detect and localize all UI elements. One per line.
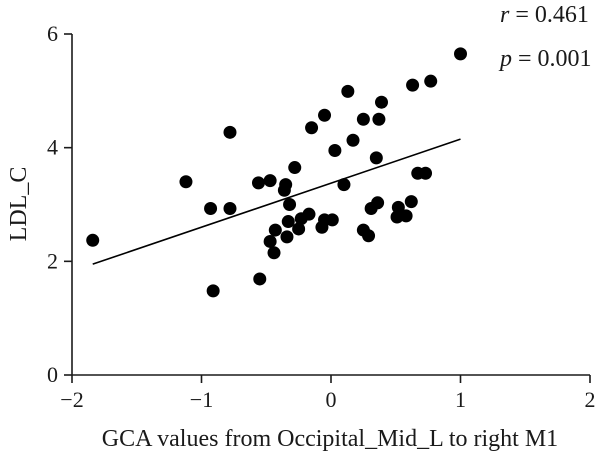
data-point [251, 176, 265, 190]
x-tick-label: −1 [190, 387, 213, 412]
data-point [337, 178, 351, 192]
data-point [391, 200, 405, 214]
data-point [369, 151, 383, 165]
p-annotation: p = 0.001 [498, 46, 592, 72]
data-point [288, 161, 302, 175]
data-point [253, 272, 267, 286]
y-axis-title: LDL_C [6, 167, 32, 242]
data-point [283, 198, 297, 211]
data-points [86, 47, 467, 298]
data-point [279, 178, 293, 192]
data-point [263, 234, 277, 248]
data-point [204, 201, 218, 215]
data-point [346, 133, 360, 147]
data-point [424, 74, 438, 88]
data-point [419, 166, 433, 180]
data-point [356, 112, 370, 126]
y-tick-label: 4 [47, 135, 58, 160]
data-point [375, 95, 389, 109]
data-point [302, 207, 316, 221]
x-tick-label: 0 [326, 387, 337, 412]
data-point [454, 47, 467, 61]
data-point [362, 229, 376, 243]
data-point [281, 215, 295, 229]
data-point [206, 284, 220, 298]
data-point [223, 125, 237, 139]
x-tick-label: −2 [60, 387, 83, 412]
regression-line [92, 138, 461, 265]
data-point [268, 223, 282, 237]
x-tick-label: 1 [455, 387, 466, 412]
data-point [305, 121, 319, 135]
data-point [404, 195, 418, 209]
data-point [280, 230, 294, 244]
y-tick-label: 0 [47, 362, 58, 387]
x-axis-ticks: −2 −1 0 1 2 [60, 375, 596, 412]
data-point [406, 78, 420, 92]
data-point [341, 84, 355, 98]
data-point [179, 175, 193, 189]
r-value: = 0.461 [509, 2, 589, 28]
data-point [86, 233, 100, 247]
p-value: = 0.001 [512, 46, 592, 72]
r-annotation: r = 0.461 [500, 2, 589, 28]
x-axis-title: GCA values from Occipital_Mid_L to right… [102, 426, 558, 452]
data-point [223, 201, 237, 215]
p-symbol: p [498, 46, 512, 72]
data-point [372, 112, 386, 126]
x-tick-label: 2 [585, 387, 596, 412]
y-tick-label: 2 [47, 248, 58, 273]
y-tick-label: 6 [47, 21, 58, 46]
data-point [292, 222, 306, 236]
data-point [399, 209, 413, 223]
y-axis-ticks: 0 2 4 6 [47, 21, 72, 387]
data-point [325, 213, 339, 227]
data-point [371, 196, 385, 210]
data-point [318, 108, 332, 122]
r-symbol: r [500, 2, 510, 28]
data-point [267, 246, 281, 260]
data-point [263, 174, 277, 188]
data-point [328, 144, 342, 158]
